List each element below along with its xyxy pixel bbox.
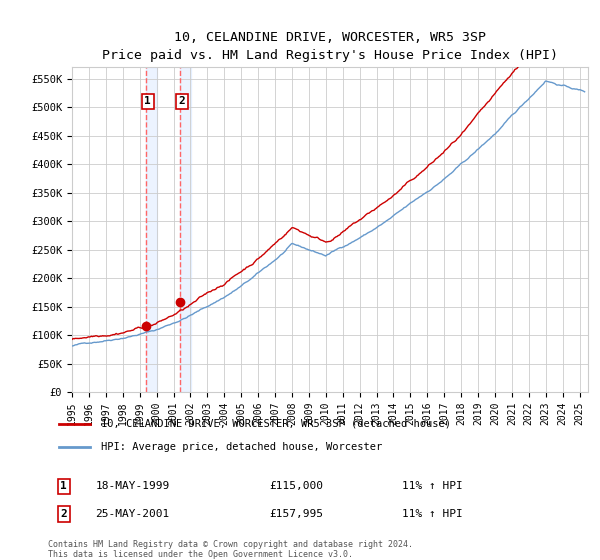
Text: £115,000: £115,000 (270, 482, 324, 492)
Text: 18-MAY-1999: 18-MAY-1999 (95, 482, 170, 492)
Text: 25-MAY-2001: 25-MAY-2001 (95, 509, 170, 519)
Title: 10, CELANDINE DRIVE, WORCESTER, WR5 3SP
Price paid vs. HM Land Registry's House : 10, CELANDINE DRIVE, WORCESTER, WR5 3SP … (102, 31, 558, 62)
Text: 10, CELANDINE DRIVE, WORCESTER, WR5 3SP (detached house): 10, CELANDINE DRIVE, WORCESTER, WR5 3SP … (101, 419, 451, 429)
Text: 2: 2 (61, 509, 67, 519)
Text: HPI: Average price, detached house, Worcester: HPI: Average price, detached house, Worc… (101, 442, 382, 452)
Text: 11% ↑ HPI: 11% ↑ HPI (402, 482, 463, 492)
Text: 11% ↑ HPI: 11% ↑ HPI (402, 509, 463, 519)
Text: 1: 1 (145, 96, 151, 106)
Bar (146, 67, 157, 392)
Bar (180, 67, 191, 392)
Text: Contains HM Land Registry data © Crown copyright and database right 2024.
This d: Contains HM Land Registry data © Crown c… (48, 540, 413, 559)
Text: 1: 1 (61, 482, 67, 492)
Text: £157,995: £157,995 (270, 509, 324, 519)
Text: 2: 2 (179, 96, 185, 106)
